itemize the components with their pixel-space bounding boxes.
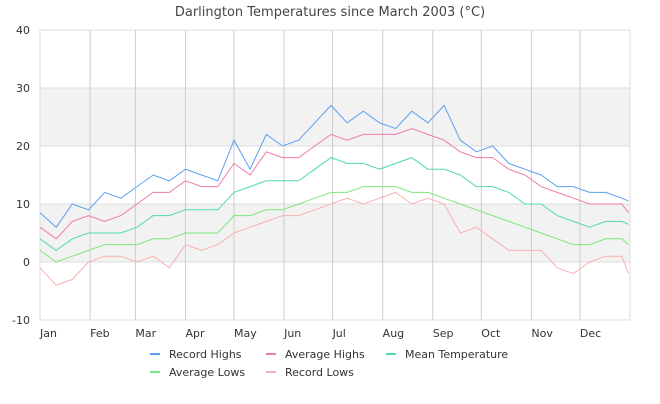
x-tick-label: Aug: [383, 327, 404, 340]
series-line-average-highs: [39, 128, 629, 240]
x-tick-label: Sep: [433, 327, 454, 340]
y-tick-label: -10: [12, 314, 30, 327]
x-tick-label: Dec: [580, 327, 601, 340]
shaded-band: [40, 88, 630, 146]
x-tick-label: Jan: [39, 327, 57, 340]
x-tick-label: Apr: [185, 327, 205, 340]
plot-border: [39, 29, 631, 321]
x-tick-label: Mar: [135, 327, 156, 340]
legend-item: Average Lows: [150, 366, 245, 379]
legend-label: Average Highs: [285, 348, 365, 361]
series-line-record-lows: [39, 191, 629, 286]
series-line-average-lows: [39, 186, 629, 263]
series-line-record-highs: [39, 104, 629, 228]
series-line-mean-temperature: [39, 157, 629, 252]
y-tick-label: 30: [16, 82, 30, 95]
legend-label: Mean Temperature: [405, 348, 508, 361]
x-tick-label: Jun: [283, 327, 301, 340]
legend-label: Record Highs: [169, 348, 242, 361]
legend-label: Record Lows: [285, 366, 354, 379]
x-tick-label: Nov: [531, 327, 553, 340]
y-tick-label: 40: [16, 24, 30, 37]
x-tick-label: Jul: [332, 327, 346, 340]
legend-item: Mean Temperature: [386, 348, 508, 361]
x-tick-label: Feb: [90, 327, 109, 340]
y-tick-label: 0: [23, 256, 30, 269]
y-tick-label: 20: [16, 140, 30, 153]
x-tick-label: Oct: [481, 327, 501, 340]
legend-item: Record Lows: [266, 366, 354, 379]
chart-title: Darlington Temperatures since March 2003…: [175, 5, 485, 20]
legend-label: Average Lows: [169, 366, 245, 379]
y-tick-label: 10: [16, 198, 30, 211]
legend-item: Average Highs: [266, 348, 365, 361]
legend-item: Record Highs: [150, 348, 242, 361]
x-tick-label: May: [234, 327, 257, 340]
